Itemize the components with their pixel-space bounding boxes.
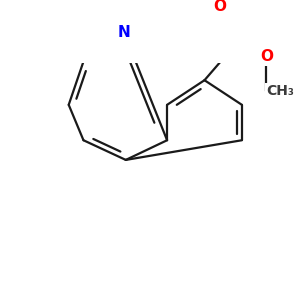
Text: O: O	[260, 49, 273, 64]
Text: N: N	[117, 25, 130, 40]
Text: O: O	[213, 0, 226, 14]
Text: CH₃: CH₃	[266, 84, 294, 98]
